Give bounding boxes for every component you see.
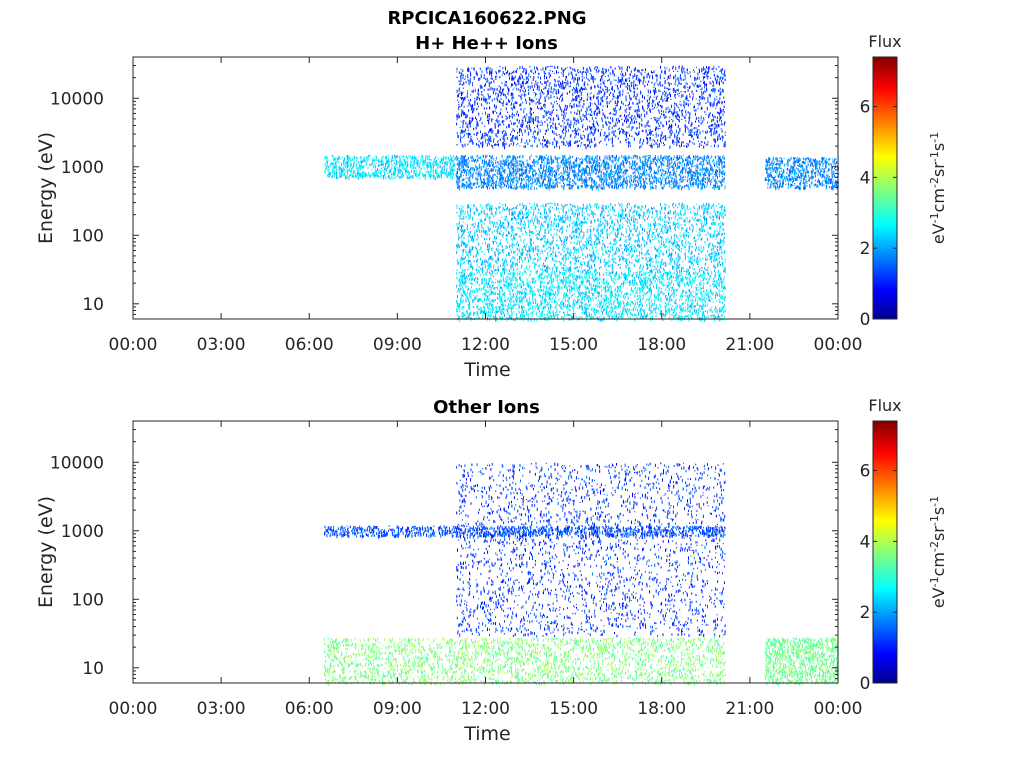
colorbar: Flux 0 2 4 6 eV-1cm-2sr-1s-1 (860, 396, 948, 694)
x-tick-label: 06:00 (285, 699, 334, 719)
panel-title: Other Ions (433, 397, 540, 418)
y-tick-label: 10000 (50, 89, 104, 109)
spectrogram-panel: 00:00 03:00 06:00 09:00 12:00 15:00 18:00 21:00… (35, 396, 948, 745)
x-tick-label: 03:00 (197, 699, 246, 719)
x-tick-label: 00:00 (109, 335, 158, 355)
x-axis-label: Time (463, 723, 511, 745)
x-tick-label: 00:00 (814, 335, 863, 355)
x-tick-label: 09:00 (373, 335, 422, 355)
colorbar-title: Flux (868, 396, 901, 415)
x-tick-label: 12:00 (461, 335, 510, 355)
x-tick-label: 09:00 (373, 699, 422, 719)
y-tick-label: 10 (82, 659, 104, 679)
colorbar-tick-label: 0 (860, 310, 871, 330)
y-tick-label: 10 (82, 295, 104, 315)
x-tick-label: 15:00 (549, 699, 598, 719)
x-tick-label: 00:00 (814, 699, 863, 719)
colorbar-tick-label: 0 (860, 674, 871, 694)
colorbar-tick-label: 4 (860, 532, 871, 552)
x-tick-label: 03:00 (197, 335, 246, 355)
plot-frame (133, 421, 838, 683)
plot-frame (133, 57, 838, 319)
x-tick-label: 18:00 (637, 335, 686, 355)
y-tick-label: 100 (72, 226, 104, 246)
y-tick-label: 1000 (61, 158, 104, 178)
x-tick-label: 18:00 (637, 699, 686, 719)
panel-title: H+ He++ Ions (415, 33, 558, 54)
colorbar-unit-label: eV-1cm-2sr-1s-1 (928, 496, 949, 608)
x-tick-label: 15:00 (549, 335, 598, 355)
colorbar-tick-label: 4 (860, 168, 871, 188)
y-tick-label: 10000 (50, 453, 104, 473)
x-tick-label: 00:00 (109, 699, 158, 719)
colorbar: Flux 0 2 4 6 eV-1cm-2sr-1s-1 (860, 32, 948, 330)
spectrogram-pixels (324, 66, 839, 322)
colorbar-unit-label: eV-1cm-2sr-1s-1 (928, 132, 949, 244)
colorbar-gradient (873, 421, 897, 683)
figure-title: RPCICA160622.PNG (387, 8, 586, 29)
colorbar-title: Flux (868, 32, 901, 51)
colorbar-tick-label: 6 (860, 98, 871, 118)
x-tick-label: 06:00 (285, 335, 334, 355)
spectrogram-panel: 00:00 03:00 06:00 09:00 12:00 15:00 18:00 21:00… (35, 32, 948, 381)
colorbar-tick-label: 6 (860, 462, 871, 482)
x-tick-label: 12:00 (461, 699, 510, 719)
y-axis-label: Energy (eV) (35, 496, 57, 608)
colorbar-gradient (873, 57, 897, 319)
y-axis-label: Energy (eV) (35, 132, 57, 244)
x-tick-label: 21:00 (725, 335, 774, 355)
y-tick-label: 1000 (61, 522, 104, 542)
x-axis-label: Time (463, 359, 511, 381)
colorbar-tick-label: 2 (860, 239, 871, 259)
x-tick-label: 21:00 (725, 699, 774, 719)
colorbar-tick-label: 2 (860, 603, 871, 623)
spectrogram-pixels (324, 462, 839, 686)
y-tick-label: 100 (72, 590, 104, 610)
